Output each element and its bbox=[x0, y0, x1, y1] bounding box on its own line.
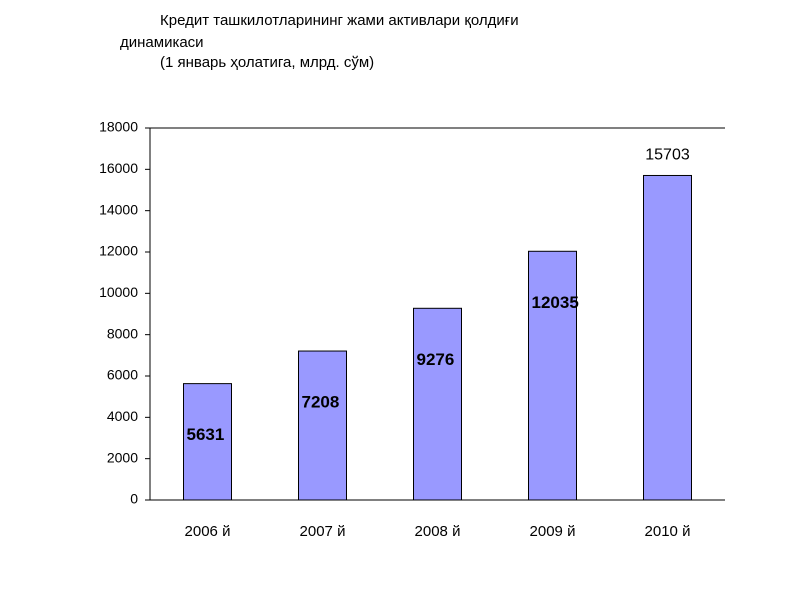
bar bbox=[643, 174, 692, 501]
y-tick-label: 10000 bbox=[99, 284, 138, 300]
y-tick-label: 18000 bbox=[99, 119, 138, 135]
bar bbox=[183, 383, 232, 501]
y-tick-label: 12000 bbox=[99, 243, 138, 259]
chart-subtitle: (1 январь ҳолатига, млрд. сўм) bbox=[160, 54, 375, 71]
x-tick-label: 2006 й bbox=[185, 523, 231, 540]
data-label: 5631 bbox=[187, 425, 225, 444]
y-tick-label: 0 bbox=[130, 491, 138, 507]
y-tick-label: 8000 bbox=[107, 325, 138, 341]
x-tick-label: 2009 й bbox=[530, 523, 576, 540]
x-tick-label: 2008 й bbox=[415, 523, 461, 540]
y-tick-label: 16000 bbox=[99, 160, 138, 176]
bar bbox=[413, 307, 462, 501]
bar bbox=[298, 350, 347, 501]
x-tick-label: 2007 й bbox=[300, 523, 346, 540]
y-tick-label: 14000 bbox=[99, 201, 138, 217]
data-label: 12035 bbox=[532, 293, 579, 312]
data-label: 9276 bbox=[417, 350, 455, 369]
bar bbox=[528, 250, 577, 501]
data-label: 15703 bbox=[645, 147, 690, 164]
y-tick-label: 6000 bbox=[107, 367, 138, 383]
chart-title: Кредит ташкилотларининг жами активлари қ… bbox=[120, 12, 519, 51]
y-tick-label: 2000 bbox=[107, 449, 138, 465]
x-tick-label: 2010 й bbox=[645, 523, 691, 540]
data-label: 7208 bbox=[302, 393, 340, 412]
y-tick-label: 4000 bbox=[107, 408, 138, 424]
